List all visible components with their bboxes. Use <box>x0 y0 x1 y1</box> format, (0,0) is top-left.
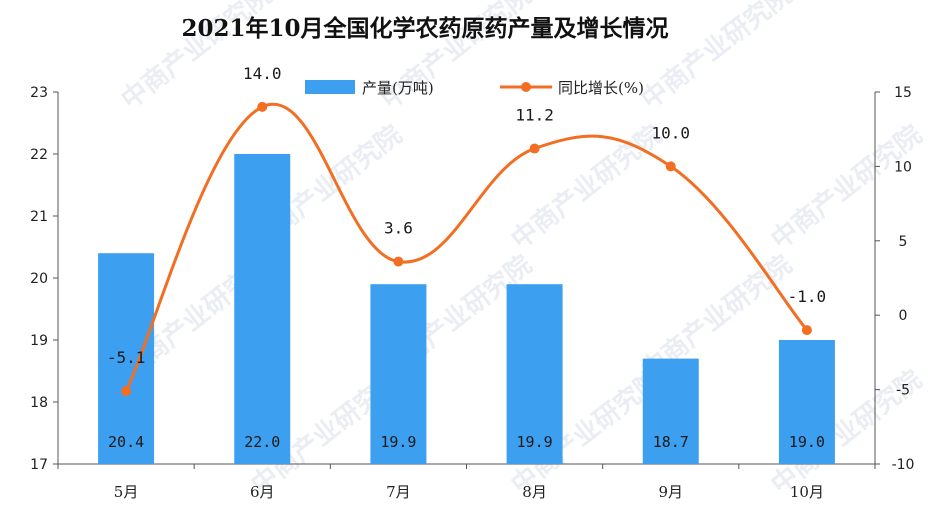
bar-value-label: 22.0 <box>244 433 280 451</box>
x-tick-label: 8月 <box>522 483 547 501</box>
line-value-label: 14.0 <box>243 64 282 83</box>
legend-line-marker <box>521 82 531 92</box>
line-value-label: -5.1 <box>107 348 146 367</box>
line-series <box>121 101 812 397</box>
left-tick-label: 17 <box>30 457 48 473</box>
line-value-label: 10.0 <box>651 123 690 142</box>
bar-series <box>98 154 835 464</box>
bar <box>642 358 699 464</box>
bar <box>370 284 427 464</box>
x-tick-label: 9月 <box>658 483 683 501</box>
legend: 产量(万吨) 同比增长(%) <box>305 79 644 97</box>
right-tick-label: -5 <box>896 383 910 399</box>
line-point <box>121 386 132 397</box>
bar <box>778 340 835 464</box>
line-point <box>257 101 268 112</box>
line-value-label: 3.6 <box>384 219 413 238</box>
line-point <box>393 256 404 267</box>
bar-value-label: 19.9 <box>380 433 416 451</box>
bar <box>98 253 155 464</box>
right-tick-label: 5 <box>899 234 908 250</box>
watermark-text: 中商产业研究院 <box>505 119 668 255</box>
x-tick-label: 7月 <box>386 483 411 501</box>
x-tick-label: 6月 <box>250 483 275 501</box>
bar-value-label: 19.0 <box>789 433 825 451</box>
x-tick-label: 10月 <box>790 483 824 501</box>
line-point <box>801 325 812 336</box>
axes: 17 18 19 20 21 22 23 -10 -5 0 5 10 15 5月 6月 7月 8月 9月 10月 <box>30 85 914 501</box>
right-tick-label: 15 <box>894 85 912 101</box>
bar <box>506 284 563 464</box>
line-point <box>529 143 540 154</box>
left-tick-label: 23 <box>30 85 48 101</box>
line-value-label: 11.2 <box>515 106 554 125</box>
legend-line-label: 同比增长(%) <box>558 79 644 97</box>
right-tick-label: -10 <box>892 457 915 473</box>
right-tick-label: 10 <box>894 159 912 175</box>
line-value-label: -1.0 <box>788 287 827 306</box>
left-tick-label: 20 <box>30 271 48 287</box>
left-tick-label: 22 <box>30 147 48 163</box>
line-point <box>665 161 676 172</box>
left-tick-label: 21 <box>30 209 48 225</box>
legend-bar-swatch <box>305 80 355 94</box>
bar-value-label: 20.4 <box>108 433 144 451</box>
x-tick-label: 5月 <box>114 483 139 501</box>
left-tick-label: 19 <box>30 333 48 349</box>
growth-line <box>124 102 809 392</box>
data-labels: 20.4 22.0 19.9 19.9 18.7 19.0 -5.1 14.0 3.6 11.2 1… <box>107 64 826 451</box>
bar-value-label: 19.9 <box>517 433 553 451</box>
bar-value-label: 18.7 <box>653 433 689 451</box>
legend-bar-label: 产量(万吨) <box>362 79 434 97</box>
left-tick-label: 18 <box>30 395 48 411</box>
chart-title: 2021年10月全国化学农药原药产量及增长情况 <box>181 15 668 42</box>
bar <box>234 154 291 464</box>
right-tick-label: 0 <box>899 308 908 324</box>
